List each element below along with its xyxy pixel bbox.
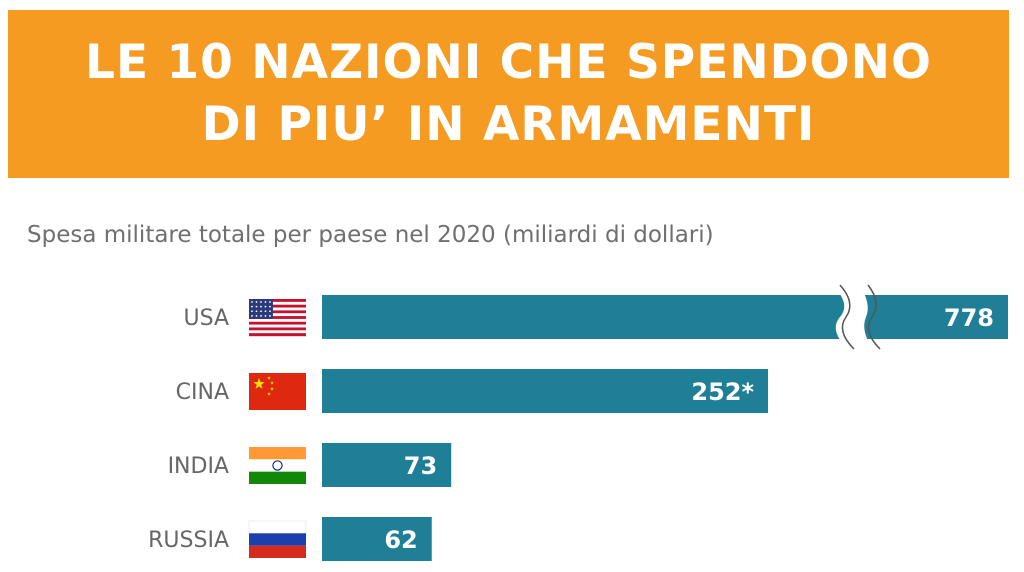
category-label-usa: USA <box>183 306 229 331</box>
axis-break-mark <box>830 283 881 351</box>
chart-subtitle: Spesa militare totale per paese nel 2020… <box>27 222 714 248</box>
india-flag-icon <box>249 447 306 484</box>
value-label-russia: 62 <box>384 526 417 554</box>
category-label-india: INDIA <box>168 454 229 479</box>
title-line-2: DI PIU’ IN ARMAMENTI <box>201 97 816 152</box>
bar-russia <box>322 517 432 561</box>
bar-usa <box>322 295 1008 339</box>
usa-flag-icon <box>249 299 306 337</box>
russia-flag-icon <box>248 520 307 558</box>
bar-india <box>322 443 452 487</box>
category-label-russia: RUSSIA <box>148 528 229 553</box>
value-label-usa: 778 <box>944 304 994 332</box>
china-flag-icon <box>249 373 306 410</box>
bar-cina <box>322 369 769 413</box>
page-title: LE 10 NAZIONI CHE SPENDONO DI PIU’ IN AR… <box>8 32 1009 156</box>
title-line-1: LE 10 NAZIONI CHE SPENDONO <box>85 35 932 90</box>
value-label-cina: 252* <box>691 378 754 406</box>
value-label-india: 73 <box>404 452 437 480</box>
title-banner: LE 10 NAZIONI CHE SPENDONO DI PIU’ IN AR… <box>8 10 1009 178</box>
category-label-cina: CINA <box>176 380 229 405</box>
